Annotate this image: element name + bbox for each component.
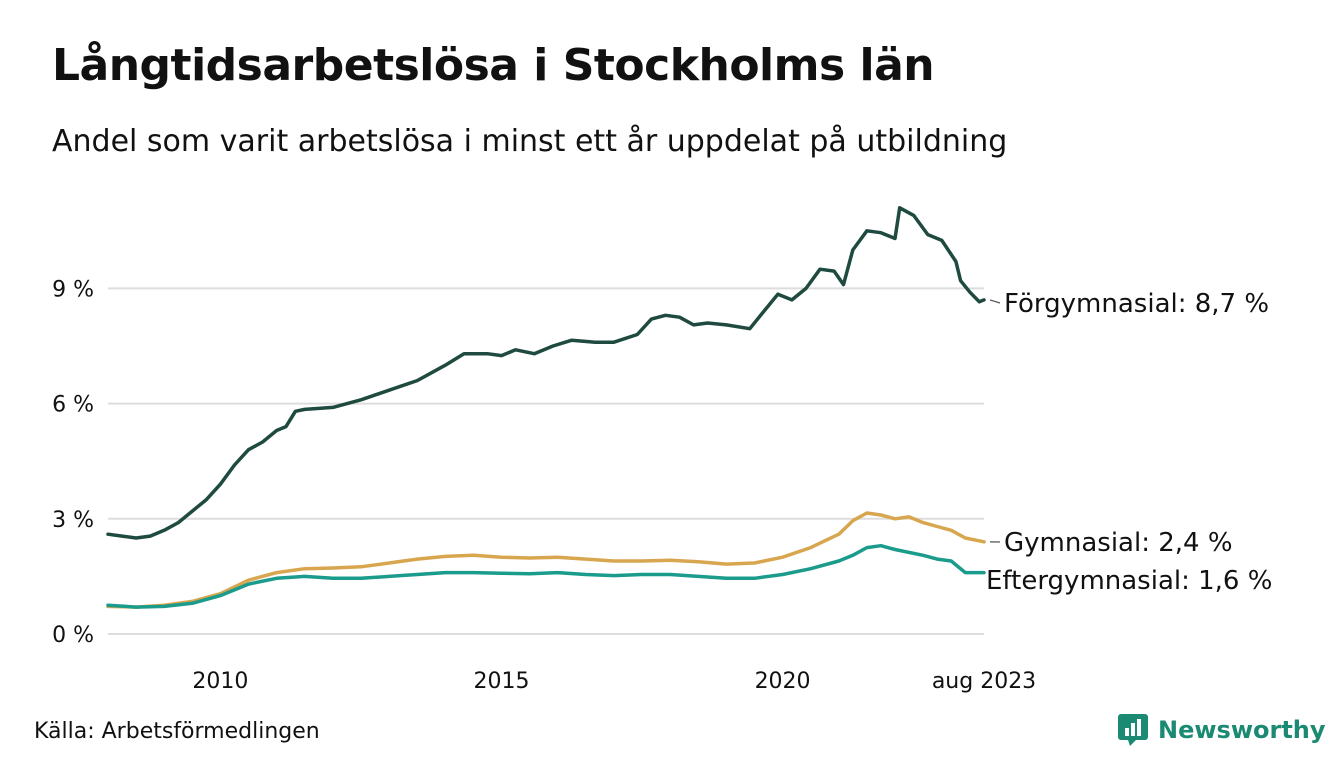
source-note: Källa: Arbetsförmedlingen [34, 719, 320, 744]
x-tick-label: aug 2023 [932, 669, 1036, 694]
brand-name: Newsworthy [1158, 716, 1326, 744]
series-end-label: Eftergymnasial: 1,6 % [986, 566, 1272, 596]
chart-subtitle: Andel som varit arbetslösa i minst ett å… [52, 124, 1008, 159]
series-end-labels: Förgymnasial: 8,7 % Gymnasial: 2,4 % Efter… [986, 289, 1272, 596]
y-tick-label: 9 % [52, 277, 94, 302]
label-connector [989, 299, 1001, 304]
y-tick-label: 0 % [52, 623, 94, 648]
series-line-förgymnasial [106, 206, 986, 540]
x-tick-label: 2010 [192, 669, 248, 694]
x-tick-label: 2020 [755, 669, 811, 694]
series-end-label: Förgymnasial: 8,7 % [1004, 289, 1269, 319]
x-tick-label: 2015 [473, 669, 529, 694]
newsworthy-logo-icon [1118, 714, 1148, 746]
chart-title: Långtidsarbetslösa i Stockholms län [52, 40, 935, 91]
series-end-label: Gymnasial: 2,4 % [1004, 528, 1233, 558]
brand-logo[interactable]: Newsworthy [1118, 714, 1326, 746]
grid-lines [108, 287, 984, 635]
series-line-gymnasial [106, 511, 986, 609]
y-tick-label: 6 % [52, 393, 94, 418]
series-line-eftergymnasial [106, 543, 986, 609]
series-lines [106, 206, 986, 609]
x-axis: 2010 2015 2020 aug 2023 [192, 669, 1036, 694]
y-axis: 0 % 3 % 6 % 9 % [52, 277, 94, 648]
y-tick-label: 3 % [52, 508, 94, 533]
